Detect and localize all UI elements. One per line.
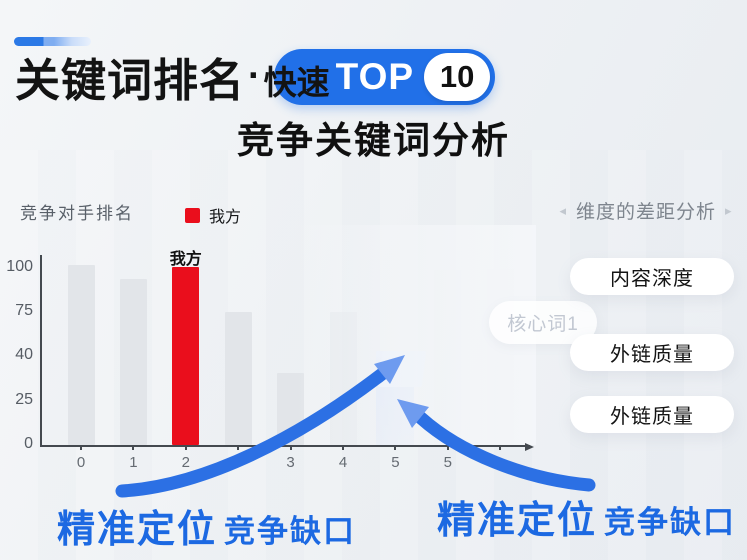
callout-left-text: 竞争缺口	[224, 514, 357, 549]
y-axis-label: 0	[24, 434, 33, 452]
chart-legend: 我方	[185, 203, 241, 227]
x-axis-label: 3	[286, 454, 295, 471]
callout-right: 精准定位 竞争缺口	[437, 489, 736, 544]
progress-bar	[14, 37, 91, 46]
x-axis-label: 5	[443, 454, 452, 471]
bar-chart-plot: 100 75 40 25 0 0 1 2 我方 3 4 5 5	[6, 224, 536, 471]
bar-4	[277, 373, 305, 445]
top-badge-text: TOP	[335, 55, 415, 97]
x-axis-tick	[184, 445, 187, 450]
bar-8	[486, 269, 514, 445]
our-bar-label: 我方	[169, 250, 202, 268]
panel-heading-label: 维度的差距分析	[575, 202, 716, 223]
x-axis-tick	[80, 445, 82, 450]
bar-1	[119, 279, 147, 445]
x-axis-tick	[499, 445, 502, 450]
x-axis-tick	[342, 445, 344, 450]
x-axis-tick	[132, 445, 135, 450]
x-axis-tick	[289, 445, 292, 450]
callout-left-emphasis: 精准定位	[57, 509, 218, 551]
x-axis-tick	[237, 445, 240, 450]
bar-2	[172, 267, 200, 445]
callout-left: 精准定位 竞争缺口	[57, 498, 356, 553]
x-axis-tick	[394, 445, 397, 450]
title-separator: ·	[248, 55, 261, 97]
x-axis-tick	[446, 445, 449, 450]
bar-0	[67, 265, 95, 445]
dimension-pill-backlink-quality-2[interactable]: 外链质量	[570, 396, 734, 433]
prev-triangle-icon[interactable]: ◂	[559, 202, 567, 218]
y-axis-label: 75	[15, 302, 33, 320]
next-triangle-icon[interactable]: ▸	[725, 202, 733, 218]
bar-3	[224, 312, 252, 445]
panel-heading: ◂ 维度的差距分析 ▸	[548, 197, 744, 224]
y-axis-label: 40	[15, 346, 33, 364]
x-axis-label: 0	[76, 454, 86, 471]
dimension-pill-backlink-quality-1[interactable]: 外链质量	[570, 334, 734, 371]
chart-axis-title: 竞争对手排名	[20, 204, 134, 223]
top-badge: TOP 10	[273, 48, 496, 105]
top-badge-number: 10	[424, 52, 491, 101]
dimension-pill-content-depth[interactable]: 内容深度	[570, 258, 734, 295]
legend-swatch-red	[185, 207, 200, 223]
callout-right-text: 竞争缺口	[604, 505, 737, 540]
bar-5	[329, 312, 357, 445]
page-title: 关键词排名 · 快速 TOP 10	[15, 44, 496, 109]
title-qualifier: 快速	[263, 63, 330, 101]
bar-6	[376, 351, 415, 445]
callout-right-emphasis: 精准定位	[437, 500, 598, 542]
y-axis-label: 100	[6, 258, 33, 275]
bar-7	[434, 270, 462, 445]
x-axis-arrow-icon	[525, 443, 534, 451]
page-subtitle: 竞争关键词分析	[237, 120, 510, 161]
title-main: 关键词排名	[15, 55, 246, 106]
legend-label: 我方	[209, 209, 242, 226]
x-axis-label: 1	[129, 454, 138, 471]
x-axis-label: 4	[338, 454, 348, 471]
x-axis-label: 2	[181, 454, 190, 471]
y-axis-label: 25	[15, 390, 33, 408]
x-axis-label: 5	[391, 454, 400, 471]
